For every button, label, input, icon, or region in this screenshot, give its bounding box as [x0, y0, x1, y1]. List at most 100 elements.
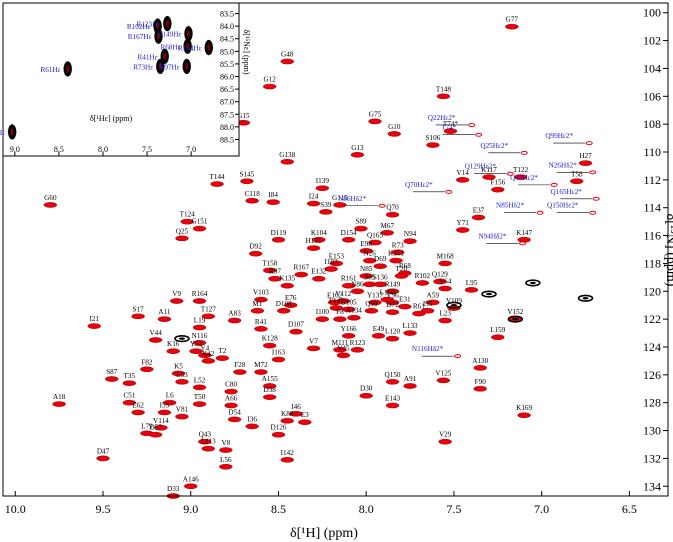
black-crosspeak-core: [450, 304, 457, 307]
peak-label-E76: E76: [285, 294, 297, 302]
peak-label-A155: A155: [262, 375, 278, 383]
crosspeak-L19: [192, 324, 207, 331]
crosspeak-Y71: [456, 227, 470, 233]
inset-peak-core: [156, 22, 160, 30]
crosspeak-I21: [87, 323, 101, 329]
black-crosspeak-core: [582, 297, 589, 300]
peak-label-F141: F141: [329, 297, 344, 305]
inset-x-tick-label: 7.0: [186, 145, 196, 154]
y-tick-label: 134: [643, 479, 661, 493]
peak-label-S145: S145: [240, 170, 255, 178]
sidechain-peak: [520, 150, 528, 155]
peak-label-T122: T122: [513, 166, 529, 174]
inset-y-tick-label: 84.0: [220, 22, 234, 31]
crosspeak-A134: [347, 314, 361, 321]
x-axis-ticks: 10.0 9.5 9.0 8.5 8.0 7.5 7.0 6.5: [5, 491, 637, 516]
peak-label-E49: E49: [373, 325, 385, 333]
peak-label-Y4: Y4: [200, 344, 209, 352]
peak-label-D92: D92: [249, 243, 262, 251]
peak-label-F90: F90: [475, 378, 487, 386]
crosspeak-V8: [219, 447, 233, 453]
peak-label-G13: G13: [351, 144, 364, 152]
peak-label-G12: G12: [264, 76, 277, 84]
crosspeak-E153: [329, 260, 344, 267]
inset-peak-label-R149Hε: R149Hε: [158, 31, 182, 39]
crosspeak-C80: [224, 388, 238, 395]
peak-label-V8: V8: [221, 439, 230, 447]
peak-label-K42: K42: [202, 350, 215, 358]
peak-label-N85: N85: [360, 265, 373, 273]
peak-label-Y166: Y166: [341, 325, 357, 333]
peak-label-Y64: Y64: [439, 277, 452, 285]
peak-label-D30: D30: [360, 385, 373, 393]
peak-label-V7: V7: [309, 337, 318, 345]
peak-label-L113: L113: [201, 438, 216, 446]
crosspeak-Q129: [433, 278, 447, 285]
y-tick-label: 112: [643, 173, 661, 187]
crosspeak-A18: [52, 401, 66, 407]
peak-label-G48: G48: [281, 50, 294, 58]
crosspeak-M111: [333, 346, 347, 353]
crosspeak-D38: [263, 394, 277, 400]
crosspeak-N26: [363, 257, 377, 264]
peak-label-M168: M168: [437, 252, 455, 260]
crosspeak-D92: [248, 250, 263, 257]
crosspeak-V44: [148, 337, 163, 343]
y-tick-label: 102: [643, 34, 661, 48]
peak-label-G75: G75: [369, 110, 382, 118]
crosspeak-A83: [227, 317, 242, 324]
peak-label-D105: D105: [341, 298, 357, 306]
peak-label-D57: D57: [149, 424, 162, 432]
y-tick-label: 124: [643, 340, 661, 354]
crosspeak-T148: [436, 93, 451, 100]
peak-label-T74*: T74*: [443, 120, 459, 128]
peak-label-V96: V96: [386, 291, 399, 299]
black-crosspeak: [481, 290, 497, 298]
crosspeak-Q43: [198, 438, 212, 445]
crosspeak-E132: [312, 275, 326, 282]
sidechain-peak: [589, 170, 597, 175]
crosspeak-R102: [415, 280, 430, 286]
crosspeak-T74*: [443, 128, 458, 134]
crosspeak-R123: [350, 346, 365, 353]
black-crosspeak: [577, 294, 594, 302]
inset-y-tick-label: 85.0: [220, 47, 234, 56]
crosspeak-T124: [180, 218, 194, 225]
crosspeak-G75: [368, 118, 382, 125]
peak-label-S136: S136: [373, 273, 388, 281]
crosspeak-R73: [391, 249, 405, 256]
peak-label-T144: T144: [209, 173, 225, 181]
peak-label-I139: I139: [316, 177, 330, 185]
y-tick-label: 130: [643, 424, 661, 438]
peak-label-N86: N86: [351, 280, 364, 288]
peak-label-K88: K88: [281, 410, 294, 418]
peak-label-V45: V45: [337, 344, 350, 352]
crosspeak-V81: [175, 413, 189, 420]
crosspeak-A59: [426, 299, 440, 306]
crosspeak-D54: [227, 416, 242, 423]
peak-label-R164: R164: [192, 290, 208, 298]
crosspeak-D105: [341, 306, 356, 313]
inset-peak-core: [186, 30, 191, 38]
inset-y-tick-label: 85.5: [220, 60, 234, 69]
inset-peak-core: [10, 128, 14, 136]
peak-label-G10: G10: [388, 123, 401, 131]
peak-label-D108: D108: [276, 300, 292, 308]
peak-label-L159: L159: [490, 326, 506, 334]
y-tick-label: 106: [643, 89, 661, 103]
inset-y-tick-label: 83.5: [220, 10, 234, 19]
crosspeak-D57: [148, 431, 163, 438]
crosspeak-L120: [385, 335, 400, 342]
crosspeak-N86: [350, 288, 365, 295]
peak-label-A66: A66: [225, 394, 238, 402]
crosspeak-R41: [254, 326, 268, 332]
sidechain-peak: [519, 241, 527, 246]
peak-label-K117: K117: [481, 166, 497, 174]
crosspeak-G151: [192, 225, 207, 232]
crosspeak-Q165: [368, 239, 382, 246]
peak-label-F82: F82: [141, 358, 153, 366]
peak-label-E162: E162: [327, 291, 343, 299]
sidechain-label: Q43Hε2*: [510, 174, 538, 182]
crosspeak-E31: [398, 303, 412, 310]
